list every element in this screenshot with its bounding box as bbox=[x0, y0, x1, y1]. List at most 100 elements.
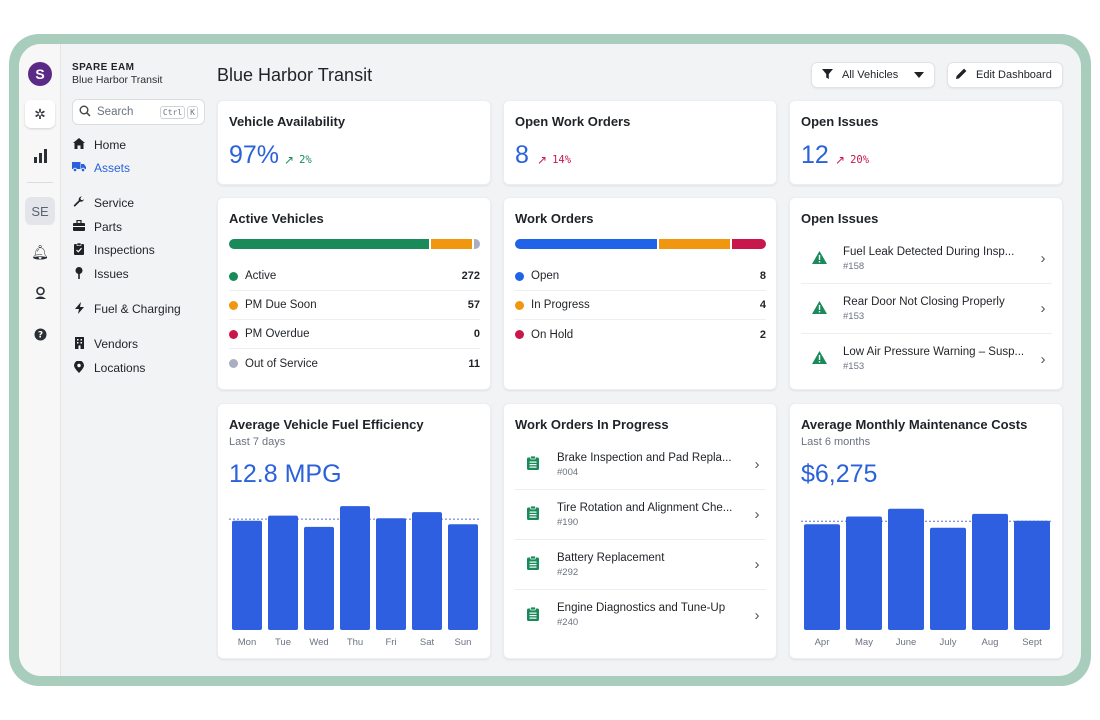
legend-row-open[interactable]: Open 8 bbox=[515, 262, 766, 291]
work-order-body: Tire Rotation and Alignment Che... #190 bbox=[557, 502, 748, 528]
fuel-bar-wed[interactable] bbox=[304, 526, 334, 630]
issue-list-item[interactable]: Rear Door Not Closing Properly #153 › bbox=[801, 284, 1052, 334]
fuel-x-tick-label: Mon bbox=[238, 637, 256, 648]
legend-label: Active bbox=[245, 270, 277, 282]
nav-item-fuel-charging[interactable]: Fuel & Charging bbox=[72, 300, 181, 318]
legend-row-on-hold[interactable]: On Hold 2 bbox=[515, 320, 766, 349]
support-agent-icon[interactable] bbox=[25, 279, 55, 307]
kpi-trend: ↗ 2% bbox=[284, 153, 312, 167]
work-order-title: Battery Replacement bbox=[557, 551, 665, 564]
card-title: Work Orders In Progress bbox=[515, 417, 669, 432]
clipboard-list-icon bbox=[525, 505, 541, 523]
nav-item-locations[interactable]: Locations bbox=[72, 359, 145, 377]
nav-label: Service bbox=[94, 196, 135, 210]
card-title: Active Vehicles bbox=[229, 211, 324, 226]
pencil-icon bbox=[956, 68, 967, 82]
shortcut-key-k: K bbox=[187, 105, 198, 119]
location-icon bbox=[72, 360, 86, 376]
clipboard-list-icon bbox=[525, 606, 541, 624]
legend-row-active[interactable]: Active 272 bbox=[229, 262, 480, 291]
warning-icon bbox=[811, 351, 827, 367]
stacked-segment-active bbox=[229, 239, 429, 249]
org-name: Blue Harbor Transit bbox=[72, 74, 163, 86]
trend-up-icon: ↗ bbox=[835, 153, 846, 167]
fuel-efficiency-card: Average Vehicle Fuel Efficiency Last 7 d… bbox=[217, 403, 491, 659]
bolt-icon bbox=[72, 301, 86, 317]
legend-row-pm-due-soon[interactable]: PM Due Soon 57 bbox=[229, 291, 480, 320]
fuel-bar-mon[interactable] bbox=[232, 520, 262, 630]
vehicle-filter-dropdown[interactable]: All Vehicles bbox=[811, 62, 935, 88]
user-avatar[interactable]: SE bbox=[25, 197, 55, 225]
legend-row-pm-overdue[interactable]: PM Overdue 0 bbox=[229, 320, 480, 349]
nav-item-assets[interactable]: Assets bbox=[72, 159, 130, 177]
work-order-title: Tire Rotation and Alignment Che... bbox=[557, 501, 733, 514]
legend-row-out-of-service[interactable]: Out of Service 11 bbox=[229, 349, 480, 378]
work-order-list-item[interactable]: Battery Replacement #292 › bbox=[515, 540, 766, 590]
legend-dot bbox=[515, 330, 524, 339]
nav-item-inspections[interactable]: Inspections bbox=[72, 241, 155, 259]
cost-bar-aug[interactable] bbox=[972, 513, 1008, 630]
fuel-bar-sun[interactable] bbox=[448, 524, 478, 630]
maintenance-cost-value: $6,275 bbox=[801, 460, 878, 488]
nav-item-home[interactable]: Home bbox=[72, 136, 126, 154]
trend-value: 20% bbox=[850, 154, 870, 166]
fuel-x-tick-label: Sun bbox=[455, 637, 472, 648]
legend-count: 57 bbox=[467, 299, 480, 311]
kpi-value: 12 bbox=[801, 141, 829, 169]
search-input[interactable]: Search Ctrl K bbox=[72, 99, 205, 125]
warning-icon bbox=[811, 300, 827, 317]
work-order-list-item[interactable]: Tire Rotation and Alignment Che... #190 … bbox=[515, 490, 766, 540]
edit-dashboard-button[interactable]: Edit Dashboard bbox=[947, 62, 1063, 88]
filter-icon bbox=[822, 68, 833, 82]
sidebar: SPARE EAM Blue Harbor Transit Search Ctr… bbox=[61, 44, 209, 676]
work-order-list-item[interactable]: Engine Diagnostics and Tune-Up #240 › bbox=[515, 590, 766, 640]
nav-item-vendors[interactable]: Vendors bbox=[72, 335, 138, 353]
issue-list-item[interactable]: Low Air Pressure Warning – Susp... #153 … bbox=[801, 334, 1052, 384]
chevron-right-icon: › bbox=[1040, 300, 1046, 317]
work-order-id: #292 bbox=[557, 566, 579, 578]
cost-x-tick-label: July bbox=[940, 637, 957, 648]
fuel-bar-sat[interactable] bbox=[412, 512, 442, 630]
cost-bar-june[interactable] bbox=[888, 508, 924, 630]
open-issues-card: Open Issues Fuel Leak Detected During In… bbox=[789, 197, 1063, 390]
cost-bar-apr[interactable] bbox=[804, 524, 840, 630]
kpi-value: 8 bbox=[515, 141, 529, 169]
nav-item-parts[interactable]: Parts bbox=[72, 218, 122, 236]
chevron-right-icon: › bbox=[1040, 250, 1046, 267]
kpi-card-vehicle-availability[interactable]: Vehicle Availability 97% ↗ 2% bbox=[217, 100, 491, 185]
cost-bar-may[interactable] bbox=[846, 516, 882, 631]
issue-title: Low Air Pressure Warning – Susp... bbox=[843, 346, 1025, 358]
card-subtitle: Last 6 months bbox=[801, 436, 871, 448]
kpi-card-open-issues[interactable]: Open Issues 12 ↗ 20% bbox=[789, 100, 1063, 185]
legend-row-in-progress[interactable]: In Progress 4 bbox=[515, 291, 766, 320]
toolbox-icon bbox=[72, 219, 86, 234]
legend-dot bbox=[229, 359, 238, 368]
active-vehicles-stacked-bar bbox=[229, 239, 480, 249]
nav-label: Home bbox=[94, 138, 127, 152]
trend-value: 14% bbox=[552, 154, 572, 166]
bell-icon[interactable]: 🔔︎ bbox=[31, 243, 49, 260]
fuel-bar-thu[interactable] bbox=[340, 506, 370, 630]
nav-item-issues[interactable]: Issues bbox=[72, 265, 129, 283]
cost-bar-sept[interactable] bbox=[1014, 520, 1050, 630]
maintenance-costs-bar-chart: Apr May June July Aug Sept bbox=[801, 508, 1053, 648]
help-icon[interactable]: ? bbox=[25, 320, 55, 348]
legend-label: Out of Service bbox=[245, 357, 318, 370]
issue-list-item[interactable]: Fuel Leak Detected During Insp... #158 › bbox=[801, 234, 1052, 284]
cost-x-tick-label: May bbox=[855, 637, 873, 648]
app-window: S ✲ SE 🔔︎ ? SPARE EAM Blue Harbor Transi… bbox=[19, 44, 1081, 676]
reports-icon[interactable] bbox=[25, 142, 55, 170]
apps-icon[interactable]: ✲ bbox=[25, 100, 55, 128]
chevron-right-icon: › bbox=[754, 556, 760, 573]
kpi-card-open-work-orders[interactable]: Open Work Orders 8 ↗ 14% bbox=[503, 100, 777, 185]
nav-item-service[interactable]: Service bbox=[72, 194, 134, 212]
fuel-x-tick-label: Sat bbox=[420, 637, 435, 648]
icon-rail: S ✲ SE 🔔︎ ? bbox=[19, 44, 61, 676]
issue-id: #153 bbox=[843, 310, 865, 322]
app-logo[interactable]: S bbox=[28, 62, 52, 86]
fuel-bar-tue[interactable] bbox=[268, 515, 298, 630]
cost-bar-july[interactable] bbox=[930, 527, 966, 630]
work-orders-in-progress-card: Work Orders In Progress Brake Inspection… bbox=[503, 403, 777, 659]
fuel-bar-fri[interactable] bbox=[376, 518, 406, 630]
work-order-list-item[interactable]: Brake Inspection and Pad Repla... #004 › bbox=[515, 440, 766, 490]
